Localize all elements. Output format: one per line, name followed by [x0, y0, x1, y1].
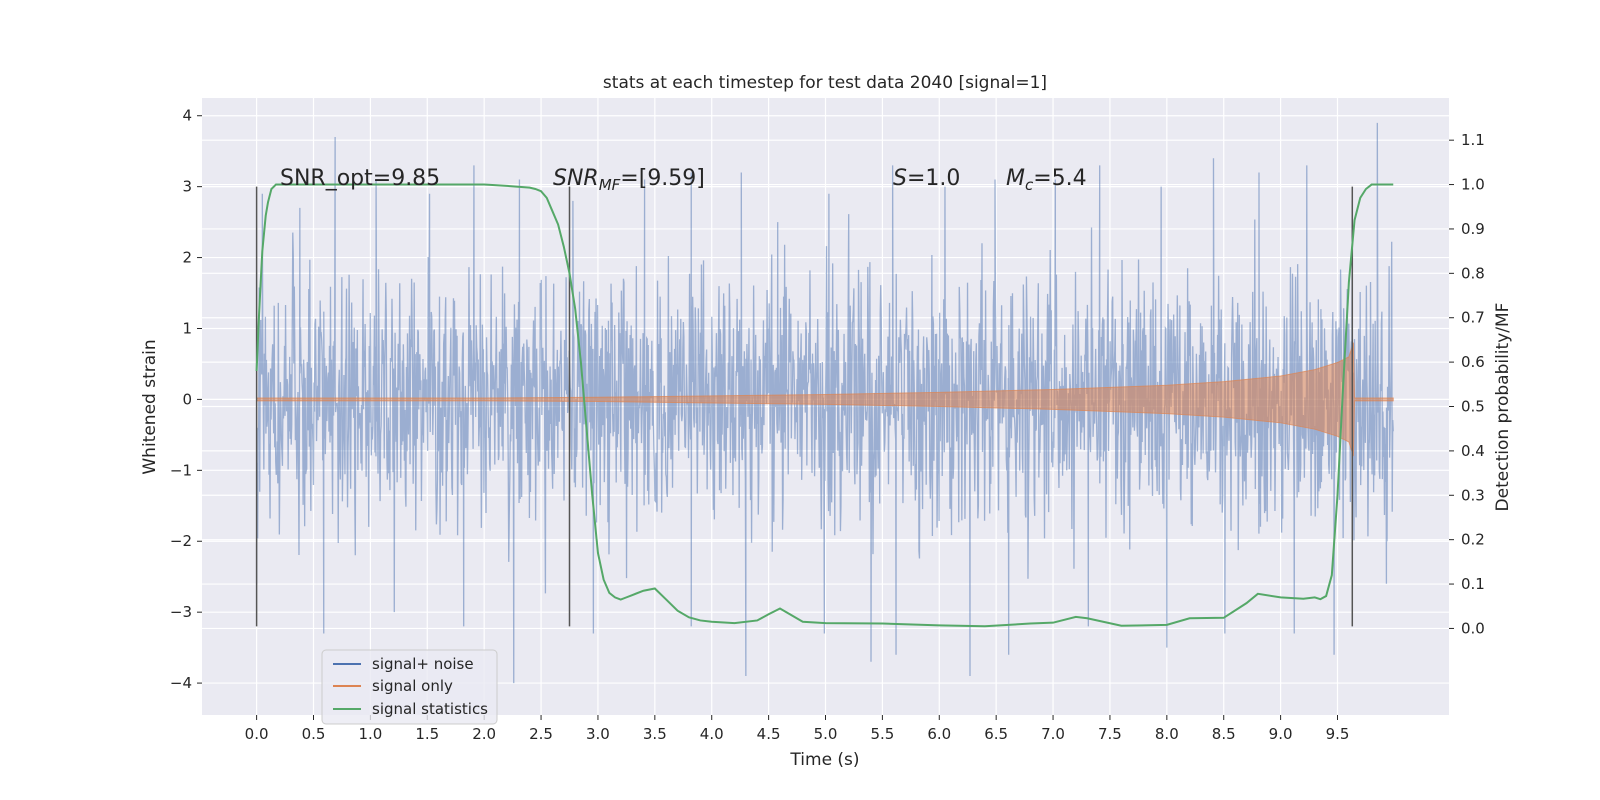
y-tick-label: −1 [170, 461, 192, 479]
y-tick-label: 1 [182, 319, 192, 337]
x-tick-label: 5.5 [870, 725, 894, 743]
chart-title: stats at each timestep for test data 204… [603, 73, 1047, 93]
x-tick-label: 1.5 [415, 725, 439, 743]
vertical-markers [255, 186, 1354, 627]
s-value: =1.0 [907, 166, 960, 191]
x-axis-ticks: 0.0 0.5 1.0 1.5 2.0 2.5 3.0 3.5 4.0 4.5 5.0 5.5 6.0 6… [245, 715, 1350, 743]
y2-tick-label: 1.1 [1461, 131, 1485, 149]
annotation-snr-mf: SNRMF=[9.59] [553, 166, 705, 194]
x-tick-label: 3.0 [586, 725, 610, 743]
x-tick-label: 2.0 [472, 725, 496, 743]
legend-label-signal-noise: signal+ noise [372, 655, 474, 673]
signal-only-envelope [256, 342, 1394, 457]
y2-tick-label: 0.5 [1461, 398, 1485, 416]
y-tick-label: −2 [170, 532, 192, 550]
x-tick-label: 4.0 [700, 725, 724, 743]
y-axis-ticks: 4 3 2 1 0 −1 −2 −3 −4 [170, 107, 202, 692]
x-tick-label: 5.0 [814, 725, 838, 743]
y2-tick-label: 0.1 [1461, 575, 1485, 593]
y-tick-label: 2 [182, 249, 192, 267]
mc-value: =5.4 [1033, 166, 1086, 191]
x-tick-label: 6.0 [927, 725, 951, 743]
y2-tick-label: 0.0 [1461, 619, 1485, 637]
legend-label-signal-statistics: signal statistics [372, 700, 488, 718]
signal-noise-series [255, 122, 1394, 684]
signal-statistics-line [255, 183, 1394, 628]
snr-mf-symbol: SNR [553, 166, 599, 191]
y-tick-label: 3 [182, 178, 192, 196]
x-tick-label: 0.5 [302, 725, 326, 743]
y2-axis-label: Detection probability/MF [1493, 303, 1513, 512]
y-tick-label: −4 [170, 674, 192, 692]
mc-symbol: M [1006, 166, 1025, 191]
snr-mf-value: =[9.59] [620, 166, 705, 191]
y2-tick-label: 0.2 [1461, 531, 1485, 549]
x-tick-label: 8.5 [1212, 725, 1236, 743]
x-tick-label: 2.5 [529, 725, 553, 743]
mc-subscript: c [1025, 176, 1034, 194]
snr-mf-subscript: MF [599, 176, 621, 194]
legend: signal+ noise signal only signal statist… [321, 649, 498, 725]
x-tick-label: 7.0 [1041, 725, 1065, 743]
x-tick-label: 1.0 [358, 725, 382, 743]
y2-tick-label: 0.6 [1461, 353, 1485, 371]
y2-tick-label: 0.8 [1461, 264, 1485, 282]
legend-box [321, 649, 498, 725]
x-tick-label: 8.0 [1155, 725, 1179, 743]
x-tick-label: 3.5 [643, 725, 667, 743]
y2-tick-label: 0.4 [1461, 442, 1485, 460]
y-tick-label: −3 [170, 603, 192, 621]
signal-only-series [256, 342, 1394, 457]
annotation-mc: Mc=5.4 [1006, 166, 1087, 194]
x-tick-label: 4.5 [757, 725, 781, 743]
x-tick-label: 7.5 [1098, 725, 1122, 743]
y-tick-label: 4 [182, 107, 192, 125]
y2-tick-label: 1.0 [1461, 176, 1485, 194]
y-tick-label: 0 [182, 390, 192, 408]
y2-axis-ticks: 1.1 1.0 0.9 0.8 0.7 0.6 0.5 0.4 0.3 0.2 0.1 0.0 [1449, 131, 1485, 637]
signal-noise-line [255, 122, 1394, 684]
x-tick-label: 9.5 [1326, 725, 1350, 743]
x-axis-label: Time (s) [789, 750, 859, 770]
s-symbol: S [893, 166, 907, 191]
x-tick-label: 6.5 [984, 725, 1008, 743]
y2-tick-label: 0.7 [1461, 309, 1485, 327]
x-tick-label: 0.0 [245, 725, 269, 743]
signal-statistics-series [255, 183, 1394, 628]
y-axis-label: Whitened strain [140, 339, 160, 474]
x-tick-label: 9.0 [1269, 725, 1293, 743]
y2-tick-label: 0.3 [1461, 486, 1485, 504]
legend-label-signal-only: signal only [372, 677, 453, 695]
annotation-snr-opt: SNR_opt=9.85 [280, 166, 440, 191]
annotation-s: S=1.0 [893, 166, 960, 191]
y2-tick-label: 0.9 [1461, 220, 1485, 238]
